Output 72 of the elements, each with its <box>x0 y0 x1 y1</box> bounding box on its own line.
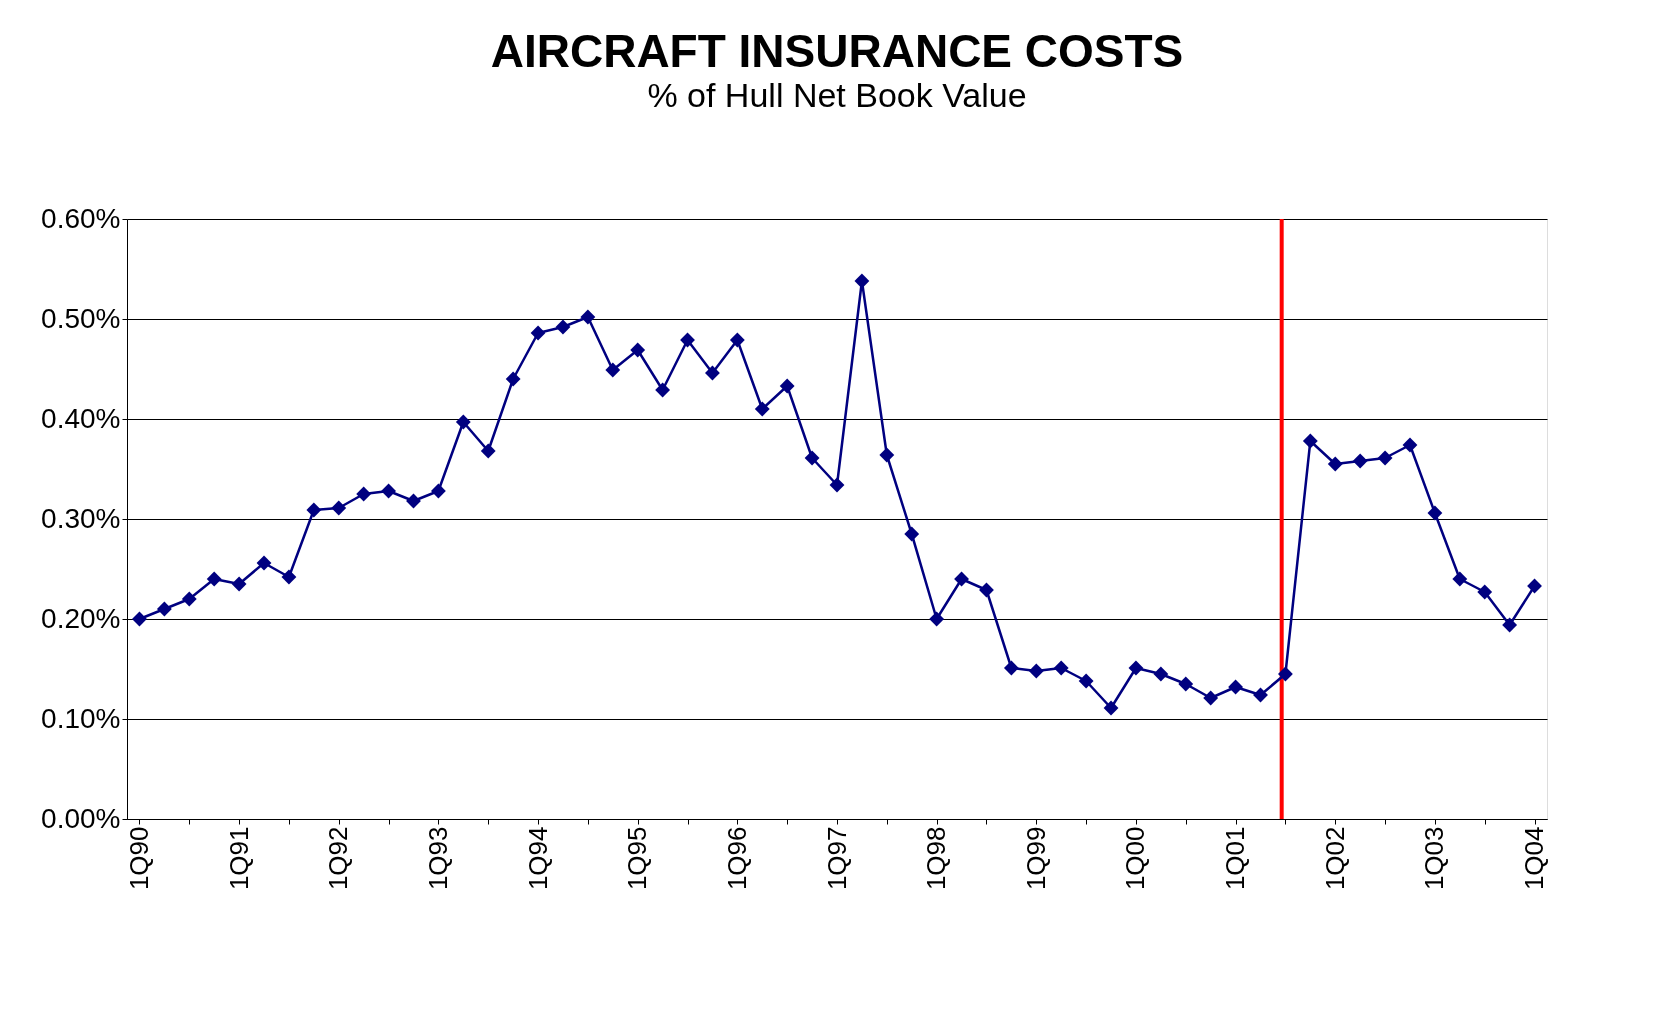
y-tick-label: 0.50% <box>41 302 121 334</box>
x-tick-label: 1Q92 <box>323 826 354 891</box>
point <box>1003 660 1019 676</box>
point <box>1128 660 1144 676</box>
y-tick-label: 0.00% <box>41 802 121 834</box>
point <box>281 569 297 585</box>
chart-title: AIRCRAFT INSURANCE COSTS <box>490 25 1184 77</box>
y-tick-label: 0.60% <box>41 202 121 234</box>
point <box>530 325 546 341</box>
point <box>1028 663 1044 679</box>
x-tick-label: 1Q94 <box>522 826 553 891</box>
point <box>1153 666 1169 682</box>
point <box>580 309 596 325</box>
x-tick-label: 1Q93 <box>422 826 453 891</box>
point <box>356 486 372 502</box>
x-tick-label: 1Q03 <box>1419 826 1450 891</box>
point <box>1178 676 1194 692</box>
point <box>854 273 870 289</box>
point <box>505 371 521 387</box>
point <box>1452 571 1468 587</box>
x-tick-label: 1Q01 <box>1220 826 1251 891</box>
y-tick-label: 0.40% <box>41 402 121 434</box>
point <box>779 378 795 394</box>
point <box>729 332 745 348</box>
x-tick-label: 1Q99 <box>1020 826 1051 891</box>
point <box>1377 450 1393 466</box>
point <box>1402 437 1418 453</box>
point <box>181 591 197 607</box>
x-tick-label: 1Q04 <box>1519 826 1550 891</box>
point <box>231 576 247 592</box>
point <box>1053 660 1069 676</box>
x-tick-label: 1Q97 <box>821 826 852 891</box>
x-tick-label: 1Q91 <box>223 826 254 891</box>
point <box>1427 505 1443 521</box>
x-tick-label: 1Q98 <box>921 826 952 891</box>
point <box>455 414 471 430</box>
x-tick-label: 1Q96 <box>721 826 752 891</box>
point <box>206 571 222 587</box>
point <box>879 447 895 463</box>
point <box>555 319 571 335</box>
point <box>1327 456 1343 472</box>
point <box>306 502 322 518</box>
point <box>1203 690 1219 706</box>
point <box>156 601 172 617</box>
x-tick-label: 1Q95 <box>622 826 653 891</box>
point <box>256 555 272 571</box>
point <box>605 362 621 378</box>
point <box>904 526 920 542</box>
y-tick-label: 0.20% <box>41 602 121 634</box>
point <box>804 450 820 466</box>
point <box>1302 433 1318 449</box>
point <box>630 342 646 358</box>
y-tick-label: 0.30% <box>41 502 121 534</box>
point <box>1352 453 1368 469</box>
point <box>754 401 770 417</box>
point <box>480 443 496 459</box>
point <box>1502 617 1518 633</box>
point <box>430 483 446 499</box>
x-tick-label: 1Q00 <box>1120 826 1151 891</box>
x-tick-label: 1Q02 <box>1319 826 1350 891</box>
point <box>655 382 671 398</box>
point <box>1278 666 1293 682</box>
point <box>1078 673 1094 689</box>
y-tick-label: 0.10% <box>41 702 121 734</box>
point <box>1228 679 1244 695</box>
point <box>1477 584 1493 600</box>
x-tick-label: 1Q90 <box>123 826 154 891</box>
point <box>331 500 347 516</box>
point <box>1103 700 1119 716</box>
chart-subtitle: % of Hull Net Book Value <box>647 76 1027 114</box>
point <box>929 611 945 627</box>
point <box>829 477 845 493</box>
